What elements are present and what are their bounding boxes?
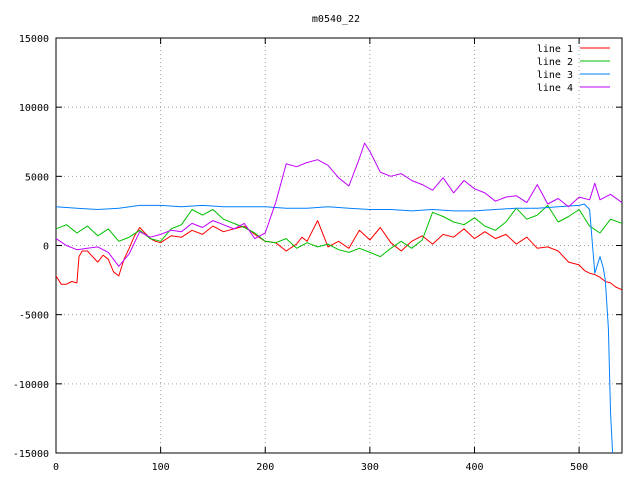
plot-series <box>56 142 622 453</box>
series-line-2 <box>56 204 622 258</box>
legend-label-1: line 1 <box>537 44 573 55</box>
y-tick-label: -5000 <box>19 311 49 322</box>
y-tick-label: 10000 <box>19 103 49 114</box>
axes: 0 100 200 300 400 500 -15000 -10000 -5000 0 5000 10… <box>13 34 623 473</box>
series-line-1 <box>56 220 622 291</box>
legend-label-2: line 2 <box>537 57 573 68</box>
x-tick-label: 200 <box>256 462 274 473</box>
y-tick-label: 0 <box>43 242 49 253</box>
x-tick-label: 100 <box>152 462 170 473</box>
legend-label-3: line 3 <box>537 70 573 81</box>
x-tick-label: 400 <box>465 462 483 473</box>
chart-title: m0540_22 <box>312 14 360 25</box>
y-tick-label: -15000 <box>13 449 49 460</box>
grid <box>56 38 622 453</box>
series-line-4 <box>56 142 622 267</box>
x-tick-label: 500 <box>570 462 588 473</box>
series-line-3 <box>56 203 614 453</box>
y-tick-label: 15000 <box>19 34 49 45</box>
y-tick-label: 5000 <box>25 172 49 183</box>
x-tick-label: 300 <box>361 462 379 473</box>
x-tick-label: 0 <box>53 462 59 473</box>
legend-label-4: line 4 <box>537 83 573 94</box>
legend: line 1 line 2 line 3 line 4 <box>537 44 610 94</box>
y-tick-label: -10000 <box>13 380 49 391</box>
